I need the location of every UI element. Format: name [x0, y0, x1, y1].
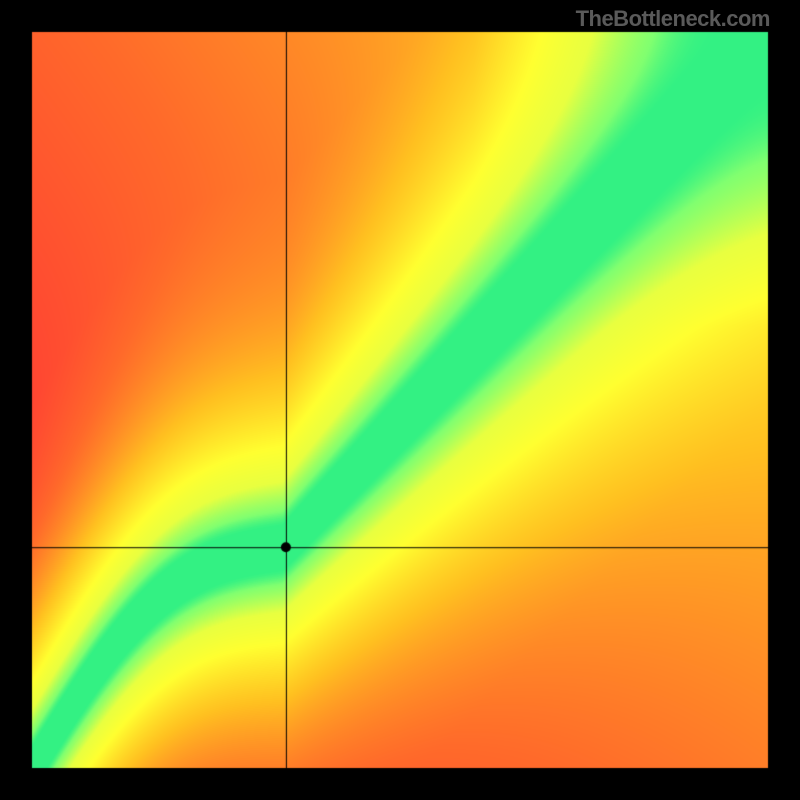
- chart-container: TheBottleneck.com: [0, 0, 800, 800]
- heatmap-canvas: [0, 0, 800, 800]
- watermark-text: TheBottleneck.com: [576, 6, 770, 32]
